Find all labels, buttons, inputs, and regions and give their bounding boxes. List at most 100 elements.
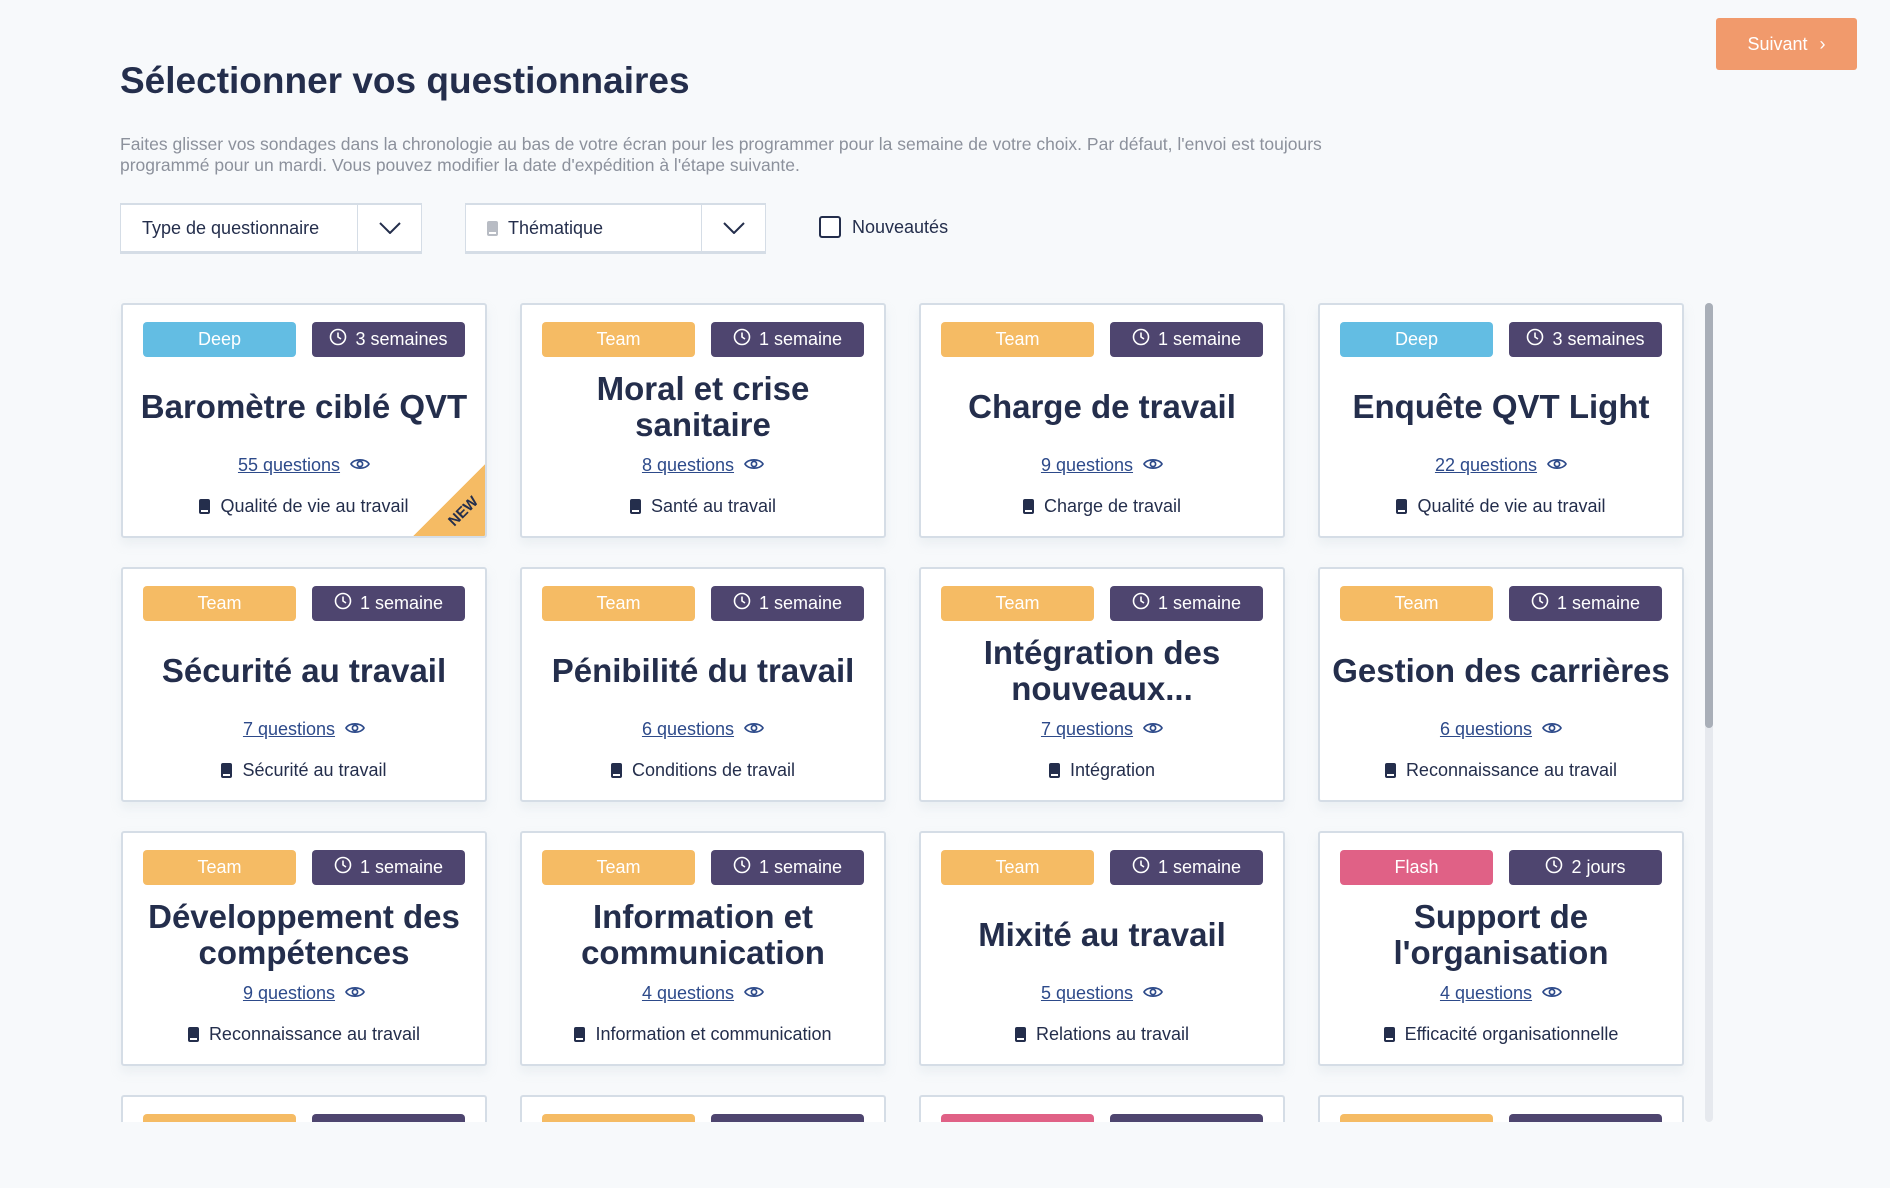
questionnaire-card[interactable]: Team 1 semaine Développement des compéte… [121, 831, 487, 1066]
new-checkbox-label: Nouveautés [852, 216, 949, 237]
duration-label: 1 semaine [758, 329, 843, 349]
questionnaire-card[interactable]: Team 1 semaine Moral et crise sanitaire … [520, 303, 886, 538]
book-icon [1014, 1027, 1026, 1042]
eye-icon[interactable] [744, 983, 765, 1004]
checkbox[interactable] [819, 216, 841, 238]
card-title: Développement des compétences [148, 898, 460, 971]
card-title: Intégration des nouveaux... [983, 634, 1221, 707]
type-tag: Team [143, 586, 296, 621]
category-label: Santé au travail [650, 496, 777, 516]
duration-tag [1509, 1114, 1662, 1122]
type-label: Team [596, 593, 641, 613]
new-checkbox[interactable]: Nouveautés [819, 216, 948, 238]
duration-tag: 1 semaine [1110, 586, 1263, 621]
type-label: Team [197, 857, 242, 877]
questionnaire-card[interactable] [121, 1095, 487, 1122]
questions-link[interactable]: 7 questions [1040, 719, 1134, 739]
duration-tag: 1 semaine [711, 850, 864, 885]
duration-tag: 3 semaines [312, 322, 465, 357]
eye-icon[interactable] [744, 719, 765, 740]
duration-tag: 1 semaine [1110, 322, 1263, 357]
duration-tag: 1 semaine [312, 850, 465, 885]
questionnaire-card[interactable]: Flash 2 jours Support de l'organisation … [1318, 831, 1684, 1066]
scrollbar[interactable] [1705, 303, 1713, 1122]
clock-icon [1132, 592, 1150, 615]
eye-icon[interactable] [345, 719, 366, 740]
questions-link[interactable]: 6 questions [641, 719, 735, 739]
type-dropdown[interactable]: Type de questionnaire [120, 203, 422, 254]
duration-label: 1 semaine [1157, 593, 1242, 613]
card-title: Gestion des carrières [1332, 652, 1670, 689]
next-label: Suivant [1747, 33, 1808, 54]
questionnaire-card[interactable]: Team 1 semaine Mixité au travail 5 quest… [919, 831, 1285, 1066]
type-label: Deep [1394, 329, 1439, 349]
type-tag: Team [143, 850, 296, 885]
category-label: Reconnaissance au travail [208, 1024, 421, 1044]
eye-icon[interactable] [1143, 983, 1164, 1004]
type-tag: Team [941, 850, 1094, 885]
questionnaire-card[interactable] [520, 1095, 886, 1122]
eye-icon[interactable] [1542, 719, 1563, 740]
questions-link[interactable]: 55 questions [237, 455, 341, 475]
duration-tag: 1 semaine [711, 322, 864, 357]
questions-link[interactable]: 9 questions [242, 983, 336, 1003]
questionnaire-grid: Deep 3 semaines Baromètre ciblé QVT 55 q… [120, 300, 1720, 1122]
questions-link[interactable]: 9 questions [1040, 455, 1134, 475]
eye-icon[interactable] [1143, 455, 1164, 476]
questions-link[interactable]: 4 questions [641, 983, 735, 1003]
chevron-down-icon[interactable] [701, 205, 765, 251]
questionnaire-card[interactable] [919, 1095, 1285, 1122]
card-title: Baromètre ciblé QVT [140, 388, 468, 425]
eye-icon[interactable] [345, 983, 366, 1004]
clock-icon [733, 856, 751, 879]
questionnaire-card[interactable]: Team 1 semaine Sécurité au travail 7 que… [121, 567, 487, 802]
questionnaire-card[interactable] [1318, 1095, 1684, 1122]
book-icon [1022, 499, 1034, 514]
questions-link[interactable]: 4 questions [1439, 983, 1533, 1003]
category-label: Relations au travail [1035, 1024, 1190, 1044]
type-tag: Team [941, 586, 1094, 621]
clock-icon [329, 328, 347, 351]
eye-icon[interactable] [1542, 983, 1563, 1004]
book-icon [610, 763, 622, 778]
questionnaire-card[interactable]: Team 1 semaine Charge de travail 9 quest… [919, 303, 1285, 538]
questionnaire-card[interactable]: Deep 3 semaines Baromètre ciblé QVT 55 q… [121, 303, 487, 538]
duration-label: 1 semaine [1157, 329, 1242, 349]
questionnaire-card[interactable]: Team 1 semaine Gestion des carrières 6 q… [1318, 567, 1684, 802]
type-label: Deep [197, 329, 242, 349]
questions-link[interactable]: 7 questions [242, 719, 336, 739]
chevron-down-icon[interactable] [357, 205, 421, 251]
type-tag [1340, 1114, 1493, 1122]
questionnaire-card[interactable]: Team 1 semaine Pénibilité du travail 6 q… [520, 567, 886, 802]
next-button[interactable]: Suivant › [1716, 18, 1857, 70]
eye-icon[interactable] [350, 455, 371, 476]
questions-link[interactable]: 8 questions [641, 455, 735, 475]
scrollbar-thumb[interactable] [1705, 303, 1713, 728]
theme-dropdown[interactable]: Thématique [465, 203, 766, 254]
category-label: Charge de travail [1043, 496, 1182, 516]
category-label: Sécurité au travail [242, 760, 387, 780]
clock-icon [733, 328, 751, 351]
type-label: Team [596, 329, 641, 349]
category-label: Qualité de vie au travail [220, 496, 409, 516]
type-tag: Flash [1340, 850, 1493, 885]
eye-icon[interactable] [1143, 719, 1164, 740]
category-label: Efficacité organisationnelle [1404, 1024, 1619, 1044]
page-title: Sélectionner vos questionnaires [120, 60, 690, 101]
clock-icon [733, 592, 751, 615]
type-dropdown-label: Type de questionnaire [142, 217, 320, 238]
eye-icon[interactable] [1547, 455, 1568, 476]
eye-icon[interactable] [744, 455, 765, 476]
clock-icon [1545, 856, 1563, 879]
questions-link[interactable]: 6 questions [1439, 719, 1533, 739]
type-tag: Deep [1340, 322, 1493, 357]
book-icon [1048, 763, 1060, 778]
questionnaire-card[interactable]: Team 1 semaine Intégration des nouveaux.… [919, 567, 1285, 802]
questionnaire-card[interactable]: Deep 3 semaines Enquête QVT Light 22 que… [1318, 303, 1684, 538]
card-title: Pénibilité du travail [551, 652, 855, 689]
type-tag: Team [542, 586, 695, 621]
questions-link[interactable]: 22 questions [1434, 455, 1538, 475]
questions-link[interactable]: 5 questions [1040, 983, 1134, 1003]
questionnaire-card[interactable]: Team 1 semaine Information et communicat… [520, 831, 886, 1066]
duration-tag: 3 semaines [1509, 322, 1662, 357]
